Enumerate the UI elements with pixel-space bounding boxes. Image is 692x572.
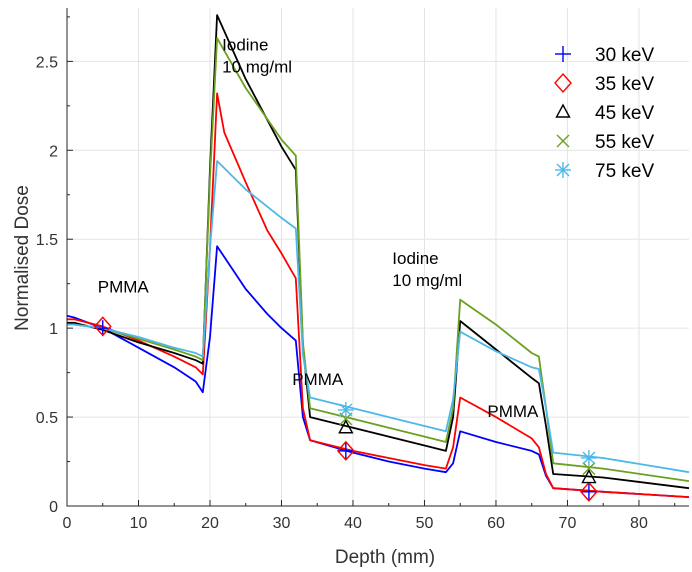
- x-tick-label: 20: [201, 515, 219, 532]
- marker-stroke: [582, 462, 596, 476]
- marker-shape: [555, 103, 571, 118]
- y-tick-label: 2.5: [36, 54, 58, 71]
- annotation-label: Iodine 10 mg/ml: [222, 36, 292, 77]
- legend-label: 35 keV: [595, 74, 654, 95]
- annotation-label: Iodine 10 mg/ml: [392, 249, 462, 290]
- x-tick-label: 10: [130, 515, 148, 532]
- annotation-line: Iodine: [392, 249, 438, 268]
- legend-marker: [554, 72, 572, 94]
- series-layer: [66, 14, 690, 498]
- series-line: [67, 160, 690, 474]
- x-axis-title: Depth (mm): [335, 547, 435, 568]
- x-tick-label: 40: [344, 515, 362, 532]
- legend-marker: [556, 134, 570, 148]
- legend-marker: [555, 103, 571, 118]
- grid: [66, 8, 689, 507]
- data-marker: [337, 401, 354, 418]
- marker-shape: [336, 440, 355, 461]
- x-tick-label: 70: [559, 515, 577, 532]
- annotation-line: PMMA: [487, 402, 539, 421]
- annotation-label: PMMA: [487, 402, 539, 421]
- y-tick-label: 0: [49, 499, 58, 516]
- data-marker: [338, 419, 354, 434]
- legend-label: 30 keV: [595, 45, 654, 66]
- data-marker: [94, 320, 111, 337]
- data-marker: [93, 316, 112, 337]
- legend-label: 75 keV: [595, 161, 654, 182]
- marker-shape: [93, 316, 112, 337]
- marker-shape: [554, 72, 572, 94]
- y-axis-title: Normalised Dose: [12, 185, 33, 331]
- annotation-line: 10 mg/ml: [222, 58, 292, 77]
- marker-stroke: [339, 403, 353, 417]
- annotation-label: PMMA: [292, 370, 344, 389]
- marker-stroke: [582, 451, 596, 465]
- x-tick-label: 30: [273, 515, 291, 532]
- annotation-line: PMMA: [98, 278, 150, 297]
- axes: [66, 8, 689, 507]
- marker-stroke: [556, 163, 570, 177]
- x-tick-label: 50: [416, 515, 434, 532]
- data-marker: [581, 469, 597, 484]
- y-tick-label: 1: [49, 321, 58, 338]
- legend-label: 55 keV: [595, 132, 654, 153]
- annotations: PMMA Iodine 10 mg/ml PMMA Iodine 10 mg/ml PMMA: [98, 36, 539, 421]
- y-tick-label: 0.5: [36, 410, 58, 427]
- series-line: [66, 245, 690, 498]
- marker-shape: [338, 419, 354, 434]
- legend-marker: [555, 46, 571, 62]
- y-tick-label: 2: [49, 143, 58, 160]
- annotation-line: PMMA: [292, 370, 344, 389]
- y-tick-label: 1.5: [36, 232, 58, 249]
- data-marker: [337, 442, 354, 459]
- legend-label: 45 keV: [595, 103, 654, 124]
- series-line: [67, 37, 690, 482]
- data-marker: [336, 440, 355, 461]
- x-tick-label: 60: [487, 515, 505, 532]
- data-marker: [580, 483, 597, 500]
- legend: 30 keV 35 keV 45 keV 55 keV 75 keV: [554, 45, 654, 182]
- series-line: [67, 92, 690, 498]
- annotation-line: Iodine: [222, 36, 268, 55]
- annotation-label: PMMA: [98, 278, 150, 297]
- marker-shape: [581, 469, 597, 484]
- series-line: [67, 14, 690, 490]
- data-marker: [582, 462, 596, 476]
- x-tick-labels: 0 10 20 30 40 50 60 70 80: [63, 515, 648, 532]
- annotation-line: 10 mg/ml: [392, 271, 462, 290]
- marker-shape: [579, 481, 598, 502]
- marker-stroke: [556, 134, 570, 148]
- legend-marker: [555, 162, 571, 178]
- data-marker: [580, 449, 597, 466]
- y-tick-labels: 0 0.5 1 1.5 2 2.5: [36, 54, 58, 516]
- x-tick-label: 80: [630, 515, 648, 532]
- marker-layer: [93, 316, 598, 502]
- data-marker: [579, 481, 598, 502]
- x-tick-label: 0: [63, 515, 72, 532]
